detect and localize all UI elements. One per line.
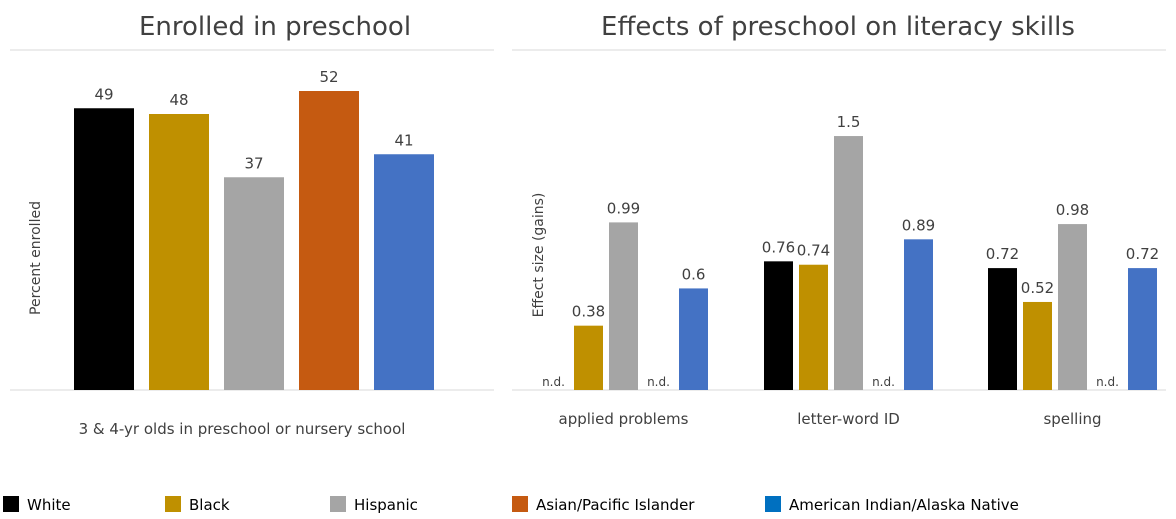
right-category-label-applied-problems: applied problems (559, 410, 689, 428)
legend-label-white: White (27, 496, 71, 514)
right-data-label-letter-word-id-black: 0.74 (797, 242, 830, 260)
legend-swatch-hispanic (330, 496, 346, 512)
right-category-label-spelling: spelling (1043, 410, 1101, 428)
left-y-axis-label: Percent enrolled (28, 201, 44, 315)
right-bar-letter-word-id-hispanic (834, 136, 863, 390)
right-data-label-spelling-hispanic: 0.98 (1056, 201, 1089, 219)
right-data-label-applied-problems-black: 0.38 (572, 303, 605, 321)
legend-swatch-american-indian-alaska-native (765, 496, 781, 512)
left-x-axis-label: 3 & 4-yr olds in preschool or nursery sc… (79, 420, 406, 438)
left-bar-hispanic (224, 177, 284, 390)
right-data-label-applied-problems-hispanic: 0.99 (607, 199, 640, 217)
right-bar-spelling-white (988, 268, 1017, 390)
legend-swatch-asian-pacific-islander (512, 496, 528, 512)
left-chart-title: Enrolled in preschool (139, 12, 411, 42)
right-data-label-spelling-white: 0.72 (986, 245, 1019, 263)
right-nd-label-letter-word-id-asian-pacific-islander: n.d. (872, 375, 895, 389)
legend: White Black Hispanic Asian/Pacific Islander… (3, 496, 1019, 514)
right-data-label-applied-problems-american-indian-alaska-native: 0.6 (682, 265, 706, 283)
right-nd-label-applied-problems-asian-pacific-islander: n.d. (647, 375, 670, 389)
right-bar-letter-word-id-black (799, 264, 828, 390)
left-bar-white (74, 108, 134, 390)
left-bar-american-indian-alaska-native (374, 154, 434, 390)
left-bar-asian-pacific-islander (299, 91, 359, 390)
left-data-label-black: 48 (169, 91, 188, 109)
right-y-axis-label: Effect size (gains) (531, 193, 547, 318)
right-bar-spelling-black (1023, 301, 1052, 390)
right-data-label-letter-word-id-white: 0.76 (762, 238, 795, 256)
right-bar-applied-problems-hispanic (609, 222, 638, 390)
right-data-label-letter-word-id-hispanic: 1.5 (837, 113, 861, 131)
legend-swatch-white (3, 496, 19, 512)
legend-label-american-indian-alaska-native: American Indian/Alaska Native (789, 496, 1019, 514)
legend-label-hispanic: Hispanic (354, 496, 418, 514)
left-bar-black (149, 114, 209, 390)
left-data-label-hispanic: 37 (244, 154, 263, 172)
legend-swatch-black (165, 496, 181, 512)
right-bar-letter-word-id-american-indian-alaska-native (904, 239, 933, 390)
right-data-label-spelling-american-indian-alaska-native: 0.72 (1126, 245, 1159, 263)
legend-label-asian-pacific-islander: Asian/Pacific Islander (536, 496, 695, 514)
right-bar-spelling-american-indian-alaska-native (1128, 268, 1157, 390)
right-chart-title: Effects of preschool on literacy skills (601, 12, 1075, 42)
right-category-label-letter-word-id: letter-word ID (797, 410, 900, 428)
left-data-label-american-indian-alaska-native: 41 (394, 131, 413, 149)
right-data-label-spelling-black: 0.52 (1021, 279, 1054, 297)
left-data-label-asian-pacific-islander: 52 (319, 68, 338, 86)
right-bar-applied-problems-black (574, 325, 603, 390)
right-bar-spelling-hispanic (1058, 224, 1087, 390)
right-nd-label-spelling-asian-pacific-islander: n.d. (1096, 375, 1119, 389)
left-data-label-white: 49 (94, 85, 113, 103)
right-nd-label-applied-problems-white: n.d. (542, 375, 565, 389)
left-bars-group: 49 48 37 52 41 (74, 68, 434, 390)
right-data-label-letter-word-id-american-indian-alaska-native: 0.89 (902, 216, 935, 234)
right-bar-letter-word-id-white (764, 261, 793, 390)
right-bar-applied-problems-american-indian-alaska-native (679, 288, 708, 390)
legend-label-black: Black (189, 496, 230, 514)
